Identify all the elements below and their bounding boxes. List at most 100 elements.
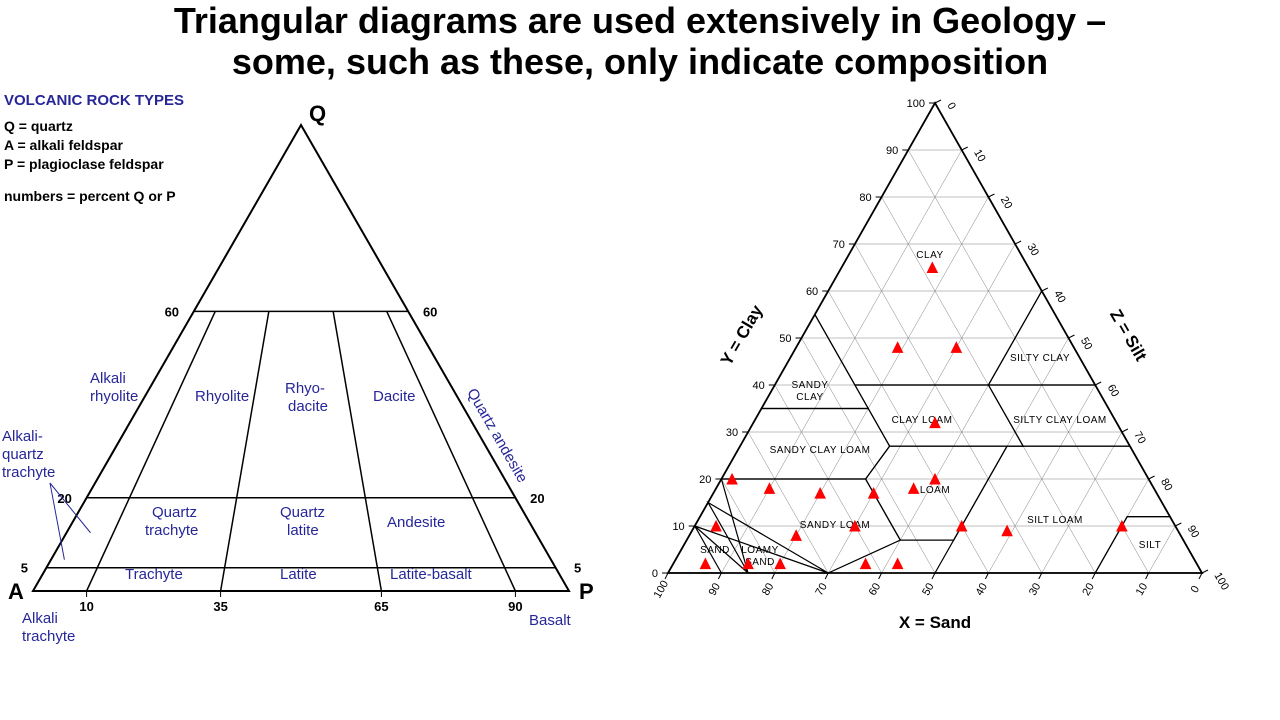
title-line-2: some, such as these, only indicate compo… <box>232 41 1048 82</box>
legend-note: numbers = percent Q or P <box>4 188 176 204</box>
tick-label: 40 <box>974 581 991 598</box>
tick <box>1069 335 1075 338</box>
tick <box>932 573 935 579</box>
field-label: Latite <box>280 566 317 583</box>
base-tick-label: 35 <box>213 599 227 614</box>
tick <box>1146 573 1149 579</box>
field-label: Andesite <box>387 514 445 531</box>
q-tick-left: 60 <box>165 304 179 319</box>
page-title: Triangular diagrams are used extensively… <box>0 0 1280 83</box>
field-label: Latite-basalt <box>390 566 473 583</box>
tick-label: 10 <box>672 521 684 533</box>
tick-label: 50 <box>1078 335 1095 352</box>
soil-field-label: SANDY CLAY LOAM <box>770 445 871 456</box>
tick <box>935 100 941 103</box>
sample-marker <box>764 483 774 493</box>
q-tick-right: 60 <box>423 304 437 319</box>
soil-field-label: SANDY LOAM <box>800 520 870 531</box>
tick-label: 30 <box>1025 241 1042 258</box>
tick-label: 40 <box>753 380 765 392</box>
tick <box>1175 523 1181 526</box>
axis-title-silt: Z = Silt <box>1106 306 1151 364</box>
tick-label: 20 <box>699 474 711 486</box>
q-tick-left: 20 <box>57 491 71 506</box>
base-tick-label: 65 <box>374 599 388 614</box>
soil-texture-ternary: CLAYSANDYCLAYSILTY CLAYSANDY CLAY LOAMCL… <box>620 83 1260 663</box>
field-label: Quartz <box>280 504 325 521</box>
tick-label: 0 <box>1189 584 1202 595</box>
tick-label: 80 <box>859 192 871 204</box>
tick-label: 40 <box>1051 288 1068 305</box>
apex-A: A <box>8 579 24 604</box>
tick <box>718 573 721 579</box>
field-label: Rhyo- <box>285 380 325 397</box>
soil-field-label: SILT <box>1139 540 1161 551</box>
soil-field-label: SAND <box>700 545 730 556</box>
soil-field <box>721 408 889 479</box>
alkali-trachyte-label: Alkali <box>22 610 58 627</box>
tick <box>1092 573 1095 579</box>
alkali-qtz-trachyte-label: Alkali- <box>2 428 43 445</box>
tick <box>1122 429 1128 432</box>
tick-label: 10 <box>1134 581 1151 598</box>
tick-label: 0 <box>652 568 658 580</box>
tick <box>1199 573 1202 579</box>
volcanic-rock-ternary: VOLCANIC ROCK TYPES Q = quartz A = alkali … <box>0 83 620 663</box>
axis-title-clay: Y = Clay <box>717 301 767 368</box>
sample-marker <box>893 558 903 568</box>
p-split-line <box>87 311 216 591</box>
legend-line: P = plagioclase feldspar <box>4 156 164 172</box>
tick-label: 20 <box>998 194 1015 211</box>
tick-label: 80 <box>1158 476 1175 493</box>
sample-marker <box>893 342 903 352</box>
apex-P: P <box>579 579 594 604</box>
sample-marker <box>815 488 825 498</box>
p-split-line <box>387 311 516 591</box>
soil-field-label: CLAY <box>796 392 823 403</box>
sample-marker <box>1002 525 1012 535</box>
tick <box>1149 476 1155 479</box>
tick-label: 50 <box>920 581 937 598</box>
sample-marker <box>869 488 879 498</box>
base-tick-label: 90 <box>508 599 522 614</box>
tick-label: 30 <box>1027 581 1044 598</box>
soil-field-label: SILT LOAM <box>1027 515 1083 526</box>
tick-label: 20 <box>1080 581 1097 598</box>
tick <box>1015 241 1021 244</box>
tick-label: 0 <box>944 100 957 111</box>
q-tick-right: 20 <box>530 491 544 506</box>
tick <box>985 573 988 579</box>
legend-line: A = alkali feldspar <box>4 137 123 153</box>
q-tick-right: 5 <box>574 560 581 575</box>
tick-label: 90 <box>1185 523 1202 540</box>
tick-label: 90 <box>886 145 898 157</box>
field-label: latite <box>287 522 319 539</box>
soil-field-label: LOAM <box>920 485 950 496</box>
tick-label: 100 <box>652 578 672 600</box>
sample-marker <box>861 558 871 568</box>
tick <box>1202 570 1208 573</box>
tick <box>1095 382 1101 385</box>
grid-line <box>855 244 1042 573</box>
tick-label: 50 <box>779 333 791 345</box>
soil-field-label: SILTY CLAY LOAM <box>1013 415 1106 426</box>
tick-label: 70 <box>813 581 830 598</box>
tick <box>665 573 668 579</box>
field-label: dacite <box>288 398 328 415</box>
field-label: Dacite <box>373 388 416 405</box>
legend-title: VOLCANIC ROCK TYPES <box>4 92 184 109</box>
q-tick-left: 5 <box>21 560 28 575</box>
soil-field-label: SILTY CLAY <box>1010 353 1070 364</box>
field-label: Quartz <box>152 504 197 521</box>
tick-label: 10 <box>971 147 988 164</box>
axis-title-sand: X = Sand <box>899 613 971 632</box>
tick <box>1042 288 1048 291</box>
tick-label: 70 <box>833 239 845 251</box>
title-line-1: Triangular diagrams are used extensively… <box>174 0 1106 41</box>
apex-Q: Q <box>309 101 326 126</box>
sample-marker <box>927 262 937 272</box>
legend-line: Q = quartz <box>4 118 73 134</box>
soil-field-label: LOAMY <box>741 545 779 556</box>
sample-marker <box>951 342 961 352</box>
tick <box>772 573 775 579</box>
